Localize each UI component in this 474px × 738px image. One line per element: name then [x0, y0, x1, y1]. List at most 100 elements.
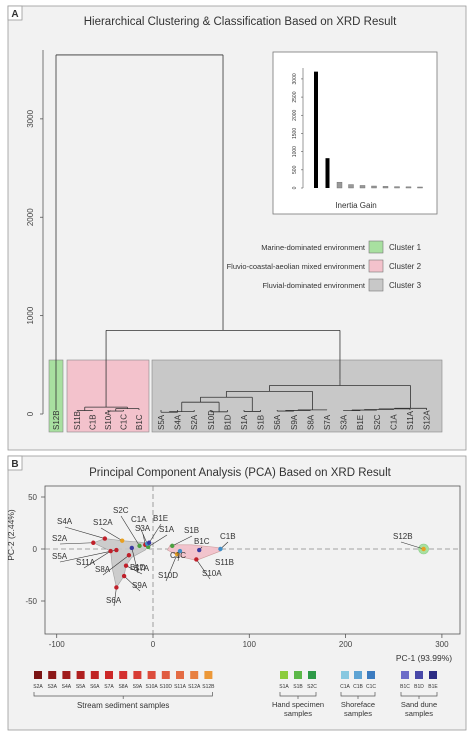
pca-y-tick-label: 50 — [28, 493, 37, 502]
cluster-2-hull — [167, 544, 223, 561]
pca-point — [146, 540, 152, 545]
inset-y-tick-label: 1000 — [292, 146, 298, 157]
pca-point-label: C1C — [170, 551, 186, 560]
leaf-label: S4A — [174, 414, 183, 430]
pca-x-label: PC-1 (93.99%) — [396, 653, 452, 663]
pca-point-label: S5A — [52, 552, 68, 561]
leaf-label: S1A — [240, 414, 249, 430]
pca-point-label: S10A — [202, 569, 222, 578]
pca-point — [174, 552, 180, 557]
pca-point-label: B1D — [130, 563, 146, 572]
legend-sample-label: B1E — [428, 684, 438, 690]
legend-sample-swatch — [34, 671, 42, 679]
legend-sample-swatch — [415, 671, 423, 679]
pca-point-label: S11A — [76, 558, 96, 567]
leaf-label: S10A — [104, 410, 113, 430]
legend-sample-label: C1C — [366, 684, 376, 690]
leaf-label: S7A — [323, 414, 332, 430]
pca-y-label: PC-2 (2.44%) — [6, 509, 16, 561]
legend-environment: Fluvial-dominated environment — [262, 281, 365, 290]
leaf-label: C1A — [389, 414, 398, 430]
inertia-bar — [359, 185, 366, 189]
legend-sample-label: S10A — [145, 684, 158, 690]
dendrogram-leaf-labels: S12B S11B C1B S10A C1C B1C S5A S4A S2A S10D B1D S1A… — [52, 410, 432, 430]
panel-b-letter-box — [7, 455, 23, 471]
inset-y-tick-label: 3000 — [292, 73, 298, 84]
legend-sample-label: S12A — [188, 684, 201, 690]
pca-leader — [400, 541, 424, 550]
pca-point — [197, 547, 202, 553]
panel-a-letter-box — [7, 5, 23, 21]
legend-group-name: Shoreface samples — [341, 700, 375, 718]
leaf-label: S12A — [423, 410, 432, 430]
pca-point-label: S2C — [113, 506, 129, 515]
leaf-label: S6A — [273, 414, 282, 430]
dendrogram-y-tick-label: 2000 — [26, 208, 35, 226]
legend-sample-label: C1B — [353, 684, 363, 690]
legend-sample-swatch — [76, 671, 85, 679]
pca-leader — [196, 559, 211, 580]
pca-point — [121, 573, 127, 579]
inset-y-tick-label: 2000 — [292, 109, 298, 120]
legend-sample-label: S10D — [160, 684, 173, 690]
pca-point-label: C1A — [131, 515, 147, 524]
legend-sample-swatch — [367, 671, 375, 679]
pca-point-label: B1C — [194, 537, 210, 546]
legend-sample-label: S12B — [202, 684, 215, 690]
legend-sample-label: S5A — [76, 684, 86, 690]
legend-sample-swatch — [147, 671, 156, 679]
legend-swatch — [368, 259, 384, 273]
pca-point-label: B1E — [153, 514, 168, 523]
pca-point-label: S6A — [106, 596, 122, 605]
legend-sample-label: B1D — [414, 684, 424, 690]
pca-leader — [123, 575, 141, 592]
pca-leader — [83, 550, 111, 569]
legend-sample-swatch — [176, 671, 184, 679]
pca-leader — [64, 526, 105, 539]
dendrogram-y-tick-label: 3000 — [26, 109, 35, 127]
pca-x-tick-label: -100 — [49, 640, 66, 649]
pca-x-tick-label: 200 — [339, 640, 353, 649]
panel-a-letter: A — [11, 9, 18, 20]
legend-sample-swatch — [294, 671, 302, 679]
leaf-label: S11B — [73, 411, 82, 430]
leaf-label: C1C — [120, 414, 129, 430]
cluster-legend: Marine-dominated environment Cluster 1 Flu… — [227, 240, 422, 292]
legend-sample-swatch — [133, 671, 142, 679]
pca-leader — [113, 587, 117, 607]
dendrogram-y-tick-label: 1000 — [26, 306, 35, 324]
legend-swatch — [368, 278, 384, 292]
pca-x-tick-label: 0 — [151, 640, 156, 649]
pca-leader — [165, 554, 178, 582]
pca-point — [218, 546, 223, 552]
legend-sample-swatch — [280, 671, 288, 679]
pca-point-label: S7A — [134, 564, 150, 573]
pca-point-label: S3A — [135, 524, 151, 533]
pca-x-tick-label: 300 — [435, 640, 449, 649]
pca-point — [137, 543, 142, 549]
legend-sample-swatch — [341, 671, 349, 679]
pca-point — [114, 547, 119, 553]
legend-sample-label: S3A — [47, 684, 57, 690]
inset-y-tick-label: 2500 — [292, 91, 298, 102]
panel-b-title: Principal Component Analysis (PCA) Based… — [89, 467, 391, 479]
pca-point-label: S11B — [215, 558, 234, 567]
pca-point — [421, 546, 426, 552]
pca-point-label: S9A — [132, 581, 148, 590]
pca-point — [123, 563, 129, 568]
dendrogram-branches — [55, 54, 428, 413]
legend-sample-swatch — [401, 671, 409, 679]
inertia-bar — [382, 186, 389, 189]
pca-point — [177, 548, 183, 554]
pca-point — [129, 545, 135, 551]
sample-legend: S2A S3A S4A S5A S6A S7A S8A S9A S10A S10D S11A S12A… — [33, 671, 438, 718]
pca-point-label: S8A — [95, 565, 111, 574]
inertia-bar — [394, 186, 400, 189]
pca-leader — [102, 555, 130, 576]
legend-sample-label: S2A — [33, 684, 43, 690]
leaf-label: S10D — [207, 410, 216, 430]
inertia-bar — [314, 71, 318, 188]
leaf-label: S11A — [406, 410, 415, 430]
